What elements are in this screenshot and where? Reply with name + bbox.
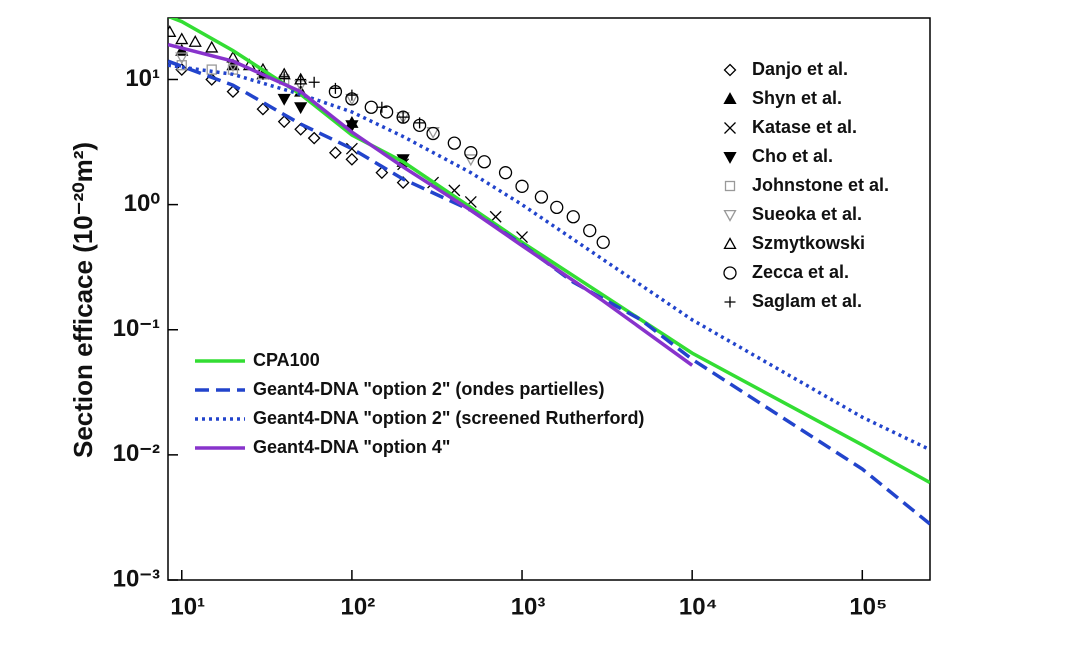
marker bbox=[364, 100, 378, 114]
marker bbox=[175, 63, 189, 76]
marker bbox=[346, 89, 358, 101]
legend-marker bbox=[723, 63, 737, 77]
marker bbox=[464, 146, 478, 160]
x-tick-label: 10³ bbox=[511, 593, 546, 620]
legend-label: Shyn et al. bbox=[752, 88, 842, 108]
legend-marker bbox=[723, 266, 737, 280]
marker bbox=[464, 154, 478, 167]
series-line bbox=[168, 63, 930, 452]
y-tick-label: 10¹ bbox=[125, 65, 160, 92]
y-axis-label: Section efficace (10⁻²⁰m²) bbox=[68, 142, 98, 458]
legend-marker bbox=[723, 209, 737, 222]
marker bbox=[397, 111, 409, 123]
marker bbox=[307, 131, 321, 145]
y-tick-label: 10⁰ bbox=[124, 190, 161, 217]
marker bbox=[168, 25, 177, 37]
legend-marker bbox=[724, 296, 736, 308]
y-tick-label: 10⁻³ bbox=[113, 565, 160, 592]
marker bbox=[515, 179, 529, 193]
marker bbox=[375, 166, 389, 180]
marker bbox=[498, 166, 513, 180]
legend-label: CPA100 bbox=[253, 350, 320, 370]
legend-marker bbox=[723, 92, 737, 105]
x-tick-label: 10² bbox=[341, 593, 376, 620]
legend-label: Saglam et al. bbox=[752, 291, 862, 311]
marker bbox=[277, 115, 291, 129]
marker bbox=[596, 235, 610, 249]
marker bbox=[206, 64, 217, 75]
y-tick-label: 10⁻¹ bbox=[113, 315, 160, 342]
marker bbox=[205, 40, 219, 53]
legend-label: Geant4-DNA "option 4" bbox=[253, 437, 450, 457]
marker bbox=[583, 223, 597, 238]
legend-label: Szmytkowski bbox=[752, 233, 865, 253]
legend-label: Sueoka et al. bbox=[752, 204, 862, 224]
legend-marker bbox=[723, 237, 737, 250]
marker bbox=[414, 117, 426, 129]
marker bbox=[329, 82, 341, 94]
marker bbox=[566, 210, 580, 224]
legend-label: Johnstone et al. bbox=[752, 175, 889, 195]
x-tick-label: 10¹ bbox=[170, 593, 205, 620]
marker bbox=[426, 126, 440, 141]
x-tick-label: 10⁴ bbox=[679, 593, 718, 620]
marker bbox=[308, 76, 320, 88]
plot-lines bbox=[168, 18, 930, 526]
marker bbox=[376, 101, 388, 113]
x-tick-label: 10⁵ bbox=[849, 593, 887, 620]
legend-label: Geant4-DNA "option 2" (ondes partielles) bbox=[253, 379, 604, 399]
marker bbox=[294, 102, 308, 115]
marker bbox=[295, 73, 307, 85]
legend-label: Katase et al. bbox=[752, 117, 857, 137]
marker bbox=[447, 136, 461, 150]
marker bbox=[226, 85, 240, 99]
marker bbox=[175, 52, 189, 65]
marker bbox=[550, 200, 564, 215]
legend-marker bbox=[723, 151, 737, 164]
series-line bbox=[168, 42, 694, 367]
marker bbox=[278, 71, 290, 83]
marker bbox=[396, 110, 410, 124]
legend-label: Geant4-DNA "option 2" (screened Rutherfo… bbox=[253, 408, 644, 428]
legend-label: Zecca et al. bbox=[752, 262, 849, 282]
series-line bbox=[168, 18, 930, 485]
marker bbox=[188, 34, 202, 47]
y-tick-label: 10⁻² bbox=[113, 440, 160, 467]
marker bbox=[345, 152, 359, 166]
marker bbox=[379, 105, 394, 119]
plot-frame bbox=[167, 17, 931, 581]
marker bbox=[345, 120, 359, 133]
marker bbox=[396, 176, 410, 189]
marker bbox=[277, 93, 291, 106]
legend-marker bbox=[724, 180, 736, 192]
legend-marker bbox=[724, 122, 736, 134]
legend-label: Danjo et al. bbox=[752, 59, 848, 79]
marker bbox=[256, 102, 270, 116]
marker bbox=[175, 32, 189, 45]
marker bbox=[328, 146, 342, 160]
marker bbox=[534, 190, 549, 204]
legend-label: Cho et al. bbox=[752, 146, 833, 166]
marker bbox=[477, 155, 491, 169]
